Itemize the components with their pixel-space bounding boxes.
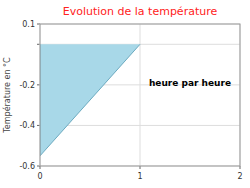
title: Evolution de la température xyxy=(63,5,218,18)
filled-area xyxy=(40,44,140,156)
y-axis-label: Température en °C xyxy=(2,57,12,134)
plot-background xyxy=(40,24,240,166)
tick-label: -0.6 xyxy=(19,162,35,171)
tick-label: -0.2 xyxy=(19,81,35,90)
chart: -0.6 -0.4 -0.2 0.1 0 1 2 heure par heure Evoluti… xyxy=(0,0,250,188)
tick-label: -0.4 xyxy=(19,121,35,130)
annotation: heure par heure xyxy=(149,78,231,88)
chart-container: -0.6 -0.4 -0.2 0.1 0 1 2 heure par heure Evoluti… xyxy=(0,0,250,188)
plot-area xyxy=(40,44,140,156)
plot-frame xyxy=(40,24,240,166)
tick-label: 1 xyxy=(137,172,142,181)
area-outline xyxy=(40,44,140,156)
tick-label: 0.1 xyxy=(22,20,35,29)
tick-label: 0 xyxy=(37,172,42,181)
tick-label: 2 xyxy=(237,172,242,181)
